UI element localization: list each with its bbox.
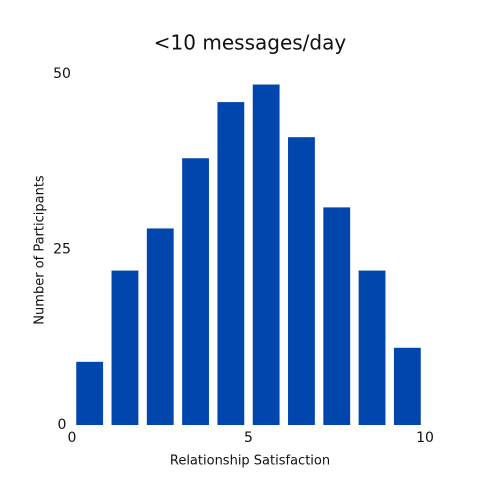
bar <box>393 347 421 425</box>
y-tick-label: 50 <box>53 66 71 82</box>
x-tick-label: 5 <box>244 430 253 446</box>
x-axis-label: Relationship Satisfaction <box>170 454 330 469</box>
bar <box>288 137 315 425</box>
bar <box>182 158 209 426</box>
x-tick-label: 0 <box>68 430 77 446</box>
bar <box>252 84 280 425</box>
y-tick-label: 0 <box>58 417 67 433</box>
y-axis-label: Number of Participants <box>33 175 48 325</box>
bar <box>146 228 174 425</box>
bar <box>76 361 104 425</box>
chart-title: <10 messages/day <box>154 31 347 55</box>
x-tick-label: 10 <box>416 430 434 446</box>
bar <box>217 102 245 425</box>
bar <box>358 270 386 425</box>
bar <box>111 270 139 425</box>
bar <box>323 207 351 425</box>
y-tick-label: 25 <box>53 242 71 258</box>
